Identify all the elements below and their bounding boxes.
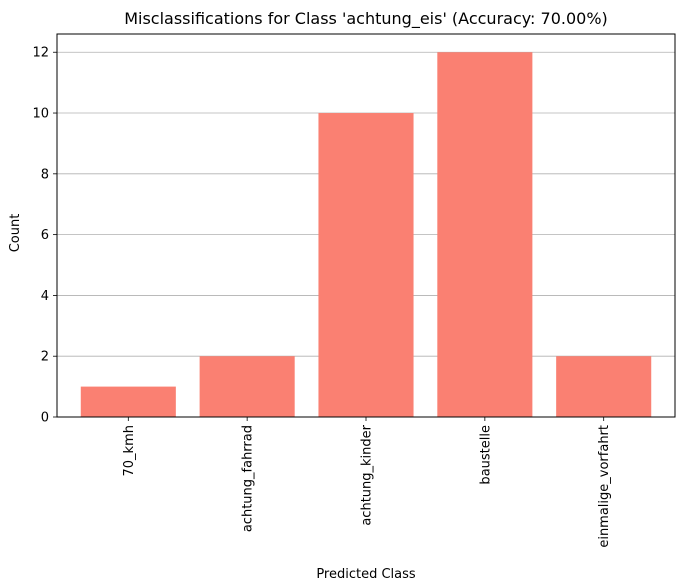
bars (80, 52, 652, 418)
x-tick-label: 70_kmh (122, 425, 137, 476)
bar-achtung_fahrrad (199, 356, 295, 417)
y-axis-label: Count (8, 214, 23, 253)
x-tick-label: einmalige_vorfahrt (597, 425, 612, 548)
bar-70_kmh (80, 386, 176, 417)
x-axis-label: Predicted Class (316, 567, 416, 582)
bar-einmalige_vorfahrt (556, 356, 652, 417)
y-tick-label: 4 (41, 289, 49, 304)
y-tick-label: 2 (41, 350, 49, 365)
chart-title: Misclassifications for Class 'achtung_ei… (124, 9, 608, 29)
y-tick-label: 8 (41, 167, 49, 182)
y-ticks: 0 2 4 6 8 10 12 (32, 46, 57, 426)
x-tick-label: achtung_fahrrad (241, 425, 256, 532)
x-ticks: 70_kmh achtung_fahrrad achtung_kinder baust… (122, 417, 612, 548)
bar-achtung_kinder (318, 113, 414, 418)
y-tick-label: 0 (41, 411, 49, 426)
x-tick-label: achtung_kinder (360, 424, 375, 525)
bar-baustelle (437, 52, 533, 417)
y-tick-label: 6 (41, 228, 49, 243)
y-tick-label: 12 (32, 46, 49, 61)
x-tick-label: baustelle (478, 425, 493, 485)
y-tick-label: 10 (32, 107, 49, 122)
